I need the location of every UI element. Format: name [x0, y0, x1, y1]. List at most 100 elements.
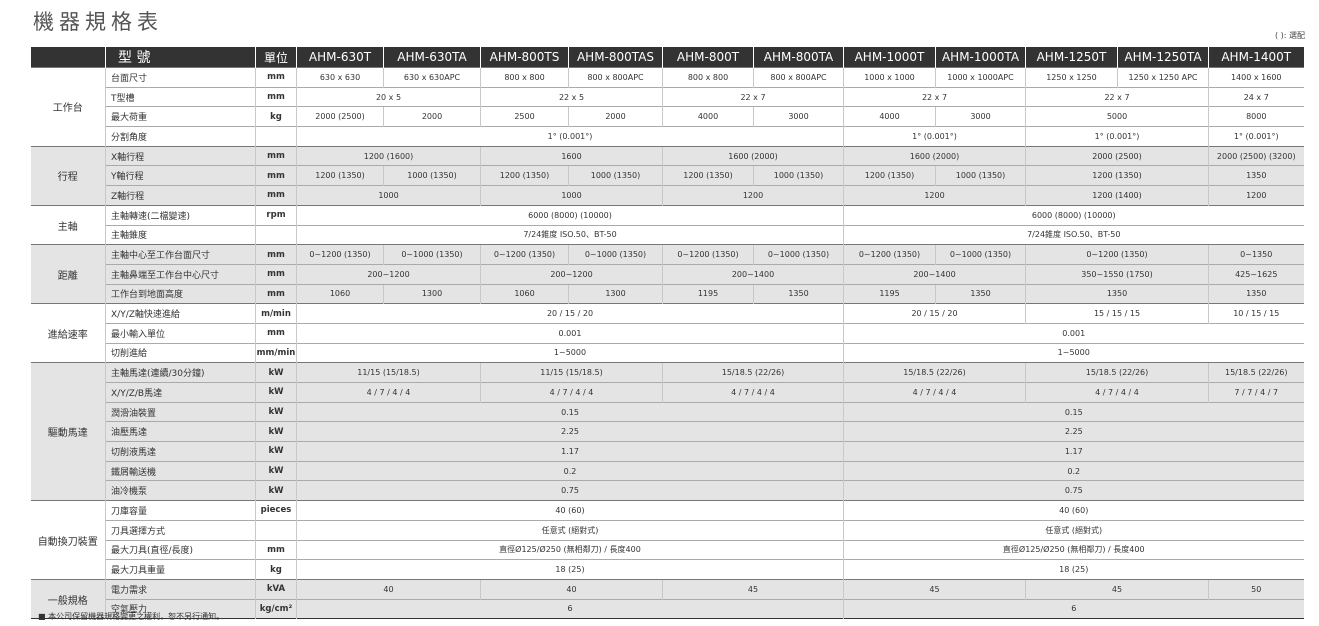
value-cell: 0~1000 (1350) [753, 244, 844, 265]
value-cell: 直徑Ø125/Ø250 (無相鄰刀) / 長度400 [843, 539, 1304, 560]
row: 刀具選擇方式 任意式 (絕對式) 任意式 (絕對式) [31, 519, 1304, 540]
header-cell: AHM-1250TA [1117, 47, 1209, 68]
row: 分割角度 1° (0.001°) 1° (0.001°) 1° (0.001°) 1° … [31, 126, 1304, 147]
item: 鐵屑輸送機 [105, 460, 256, 481]
value-cell: 800 x 800APC [753, 67, 844, 88]
value-cell: 1° (0.001°) [296, 126, 844, 147]
value-cell: 1200 [662, 185, 844, 206]
row: 油冷機泵 kW 0.75 0.75 [31, 480, 1304, 501]
header-cell: 型 號 [105, 47, 256, 68]
value-cell: 0~1000 (1350) [568, 244, 663, 265]
item: 切削進給 [105, 342, 256, 363]
unit: pieces [255, 500, 297, 521]
value-cell: 630 x 630APC [383, 67, 481, 88]
header-cell [30, 47, 106, 68]
group-label: 工作台 [30, 67, 106, 147]
value-cell: 1060 [296, 283, 384, 304]
value-cell: 1000 (1350) [753, 165, 844, 186]
value-cell: 5000 [1025, 106, 1209, 127]
value-cell: 0~1200 (1350) [1025, 244, 1209, 265]
row: 油壓馬達 kW 2.25 2.25 [31, 421, 1304, 442]
value-cell: 任意式 (絕對式) [296, 519, 844, 540]
group-label: 距離 [30, 244, 106, 304]
item: 刀庫容量 [105, 500, 256, 521]
value-cell: 2000 (2500) (3200) [1208, 145, 1304, 166]
value-cell: 4 / 7 / 4 / 4 [296, 382, 481, 403]
value-cell: 0~1200 (1350) [843, 244, 936, 265]
group-label: 一般規格 [30, 578, 106, 619]
row: 鐵屑輸送機 kW 0.2 0.2 [31, 460, 1304, 481]
item: T型槽 [105, 86, 256, 107]
value-cell: 2000 (2500) [1025, 145, 1209, 166]
unit: mm [255, 145, 297, 166]
group-label: 主軸 [30, 204, 106, 245]
value-cell: 1300 [568, 283, 663, 304]
unit: m/min [255, 303, 297, 324]
row: 潤滑油裝置 kW 0.15 0.15 [31, 401, 1304, 422]
value-cell: 3000 [753, 106, 844, 127]
value-cell: 0~1200 (1350) [662, 244, 754, 265]
value-cell: 15/18.5 (22/26) [1025, 362, 1209, 383]
value-cell: 15 / 15 / 15 [1025, 303, 1209, 324]
value-cell: 1200 (1350) [480, 165, 569, 186]
value-cell: 1300 [383, 283, 481, 304]
header-cell: 單位 [255, 47, 297, 68]
value-cell: 18 (25) [296, 559, 844, 580]
value-cell: 22 x 7 [1025, 86, 1209, 107]
value-cell: 15/18.5 (22/26) [843, 362, 1026, 383]
row: 空氣壓力 kg/cm² 6 6 [31, 598, 1304, 619]
value-cell: 45 [1025, 578, 1209, 600]
value-cell: 0.15 [843, 401, 1304, 422]
value-cell: 1350 [1208, 283, 1304, 304]
row: 工作台到地面高度 mm 1060 1300 1060 1300 1195 1350 1195 13… [31, 283, 1304, 304]
item: 電力需求 [105, 578, 256, 600]
unit: kW [255, 441, 297, 462]
value-cell: 1200 [1208, 185, 1304, 206]
unit: mm [255, 322, 297, 344]
value-cell: 15/18.5 (22/26) [662, 362, 844, 383]
value-cell: 4 / 7 / 4 / 4 [843, 382, 1026, 403]
value-cell: 1200 (1400) [1025, 185, 1209, 206]
value-cell: 45 [662, 578, 844, 600]
value-cell: 0~1000 (1350) [383, 244, 481, 265]
row: Y軸行程 mm 1200 (1350) 1000 (1350) 1200 (1350) 1… [31, 165, 1304, 186]
item: Z軸行程 [105, 185, 256, 206]
row: 切削進給 mm/min 1~5000 1~5000 [31, 342, 1304, 363]
value-cell: 1060 [480, 283, 569, 304]
value-cell: 1600 [480, 145, 663, 166]
value-cell: 1.17 [843, 441, 1304, 462]
unit: mm/min [255, 342, 297, 363]
value-cell: 6 [296, 598, 844, 619]
value-cell: 1000 (1350) [383, 165, 481, 186]
value-cell: 7/24錐度 ISO.50、BT-50 [843, 224, 1304, 245]
row: 主軸鼻端至工作台中心尺寸 mm 200~1200 200~1200 200~1400 20… [31, 263, 1304, 285]
unit: kg [255, 559, 297, 580]
item: 主軸馬達(連續/30分鐘) [105, 362, 256, 383]
value-cell: 1600 (2000) [843, 145, 1026, 166]
value-cell: 0~1200 (1350) [296, 244, 384, 265]
header-cell: AHM-1000TA [935, 47, 1026, 68]
unit: mm [255, 185, 297, 206]
value-cell: 6000 (8000) (10000) [296, 204, 844, 225]
value-cell: 45 [843, 578, 1026, 600]
value-cell: 20 / 15 / 20 [296, 303, 844, 324]
value-cell: 4000 [843, 106, 936, 127]
header-cell: AHM-800T [662, 47, 754, 68]
unit: kW [255, 421, 297, 442]
value-cell: 425~1625 [1208, 263, 1304, 285]
unit: mm [255, 263, 297, 285]
value-cell: 22 x 7 [662, 86, 844, 107]
title: 機器規格表 [33, 10, 163, 34]
row: 最大刀具重量 kg 18 (25) 18 (25) [31, 559, 1304, 580]
value-cell: 4 / 7 / 4 / 4 [662, 382, 844, 403]
item: 工作台到地面高度 [105, 283, 256, 304]
group-label: 自動換刀裝置 [30, 500, 106, 580]
value-cell: 6000 (8000) (10000) [843, 204, 1304, 225]
value-cell: 350~1550 (1750) [1025, 263, 1209, 285]
value-cell: 1~5000 [843, 342, 1304, 363]
unit [255, 126, 297, 147]
value-cell: 4 / 7 / 4 / 4 [480, 382, 663, 403]
value-cell: 40 (60) [843, 500, 1304, 521]
value-cell: 1000 x 1000APC [935, 67, 1026, 88]
